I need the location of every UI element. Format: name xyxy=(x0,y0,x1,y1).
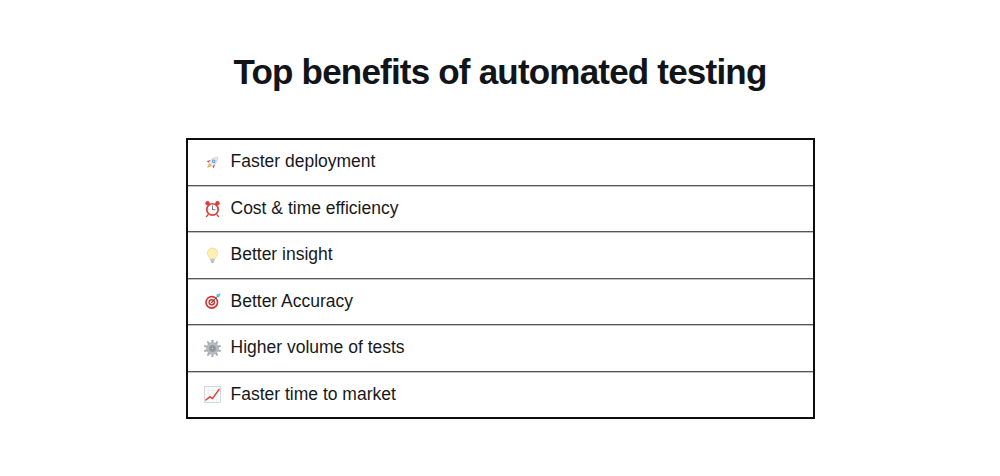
rocket-icon xyxy=(203,153,222,172)
page: Top benefits of automated testing Faster… xyxy=(0,51,1000,476)
benefit-label: Faster deployment xyxy=(231,153,376,172)
table-row: Higher volume of tests xyxy=(188,326,813,371)
benefits-table: Faster deployment Cost & time efficiency… xyxy=(186,138,815,419)
target-icon xyxy=(203,292,222,311)
table-row: Faster time to market xyxy=(188,373,813,418)
table-row: Better insight xyxy=(188,233,813,278)
alarm-clock-icon xyxy=(203,199,222,218)
page-title: Top benefits of automated testing xyxy=(0,51,1000,93)
light-bulb-icon xyxy=(203,246,222,265)
table-row: Faster deployment xyxy=(188,140,813,185)
benefit-label: Higher volume of tests xyxy=(231,339,405,358)
chart-increasing-icon xyxy=(203,385,222,404)
benefit-label: Better Accuracy xyxy=(231,293,354,312)
benefit-label: Better insight xyxy=(231,246,333,265)
gear-icon xyxy=(203,339,222,358)
table-row: Better Accuracy xyxy=(188,280,813,325)
benefit-label: Faster time to market xyxy=(231,386,396,405)
benefit-label: Cost & time efficiency xyxy=(231,200,399,219)
table-row: Cost & time efficiency xyxy=(188,187,813,232)
